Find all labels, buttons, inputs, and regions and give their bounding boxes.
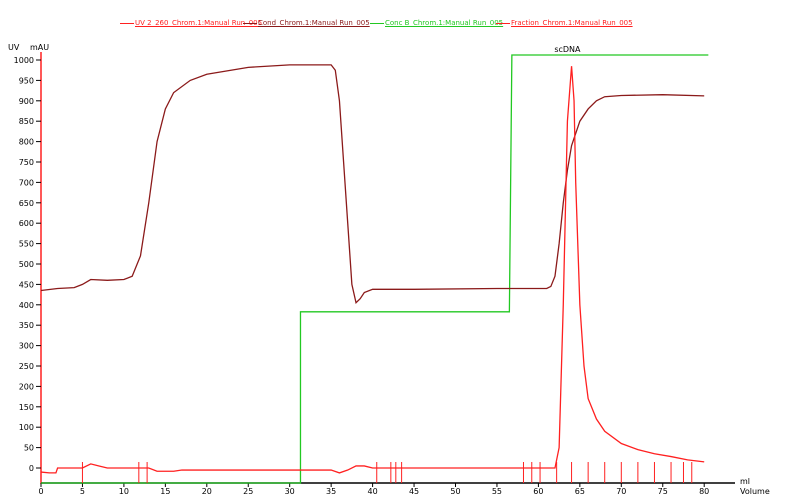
x-tick-label: 55 [492,487,502,496]
legend-fraction-label: Fraction_Chrom.1:Manual Run_005 [511,19,633,27]
y-tick-label: 400 [19,301,34,310]
x-tick-label: 5 [80,487,85,496]
y-tick-label: 900 [19,97,34,106]
x-tick-label: 0 [38,487,43,496]
x-tick-label: 10 [119,487,129,496]
y-axis-label: UV [8,43,20,52]
y-tick-label: 500 [19,260,34,269]
series-uv-line [40,66,705,474]
x-tick-label: 75 [658,487,668,496]
legend-fraction[interactable]: Fraction_Chrom.1:Manual Run_005 [496,19,633,27]
y-tick-label: 850 [19,117,34,126]
y-tick-label: 650 [19,199,34,208]
y-tick-label: 600 [19,219,34,228]
legend-cond[interactable]: Cond_Chrom.1:Manual Run_005 [243,19,370,27]
y-tick-label: 750 [19,158,34,167]
y-tick-label: 450 [19,280,34,289]
legend-cond-label: Cond_Chrom.1:Manual Run_005 [258,19,370,27]
y-tick-label: 0 [29,464,34,473]
y-tick-label: 700 [19,178,34,187]
x-tick-label: 70 [616,487,626,496]
legend-uv-label: UV 2_260_Chrom.1:Manual Run_005 [135,19,263,27]
x-tick-label: 30 [285,487,295,496]
x-tick-label: 25 [243,487,253,496]
x-tick-label: 80 [699,487,709,496]
y-tick-label: 100 [19,423,34,432]
x-axis-unit: ml [740,477,750,486]
x-tick-label: 15 [160,487,170,496]
x-tick-label: 60 [533,487,543,496]
y-tick-label: 800 [19,138,34,147]
y-tick-label: 250 [19,362,34,371]
x-tick-label: 35 [326,487,336,496]
x-tick-label: 65 [575,487,585,496]
x-tick-label: 45 [409,487,419,496]
x-axis-label: Volume [740,487,770,496]
x-tick-label: 40 [368,487,378,496]
legend-concb[interactable]: Conc B_Chrom.1:Manual Run_005 [370,19,503,27]
x-tick-label: 50 [450,487,460,496]
y-tick-label: 300 [19,342,34,351]
legend-uv[interactable]: UV 2_260_Chrom.1:Manual Run_005 [120,19,262,27]
series-cond-line [40,64,705,305]
x-tick-label: 20 [202,487,212,496]
y-tick-label: 950 [19,76,34,85]
y-tick-label: 150 [19,403,34,412]
annotation-scdna: scDNA [554,45,581,54]
legend-concb-label: Conc B_Chrom.1:Manual Run_005 [385,19,504,27]
y-tick-label: 50 [24,444,34,453]
y-tick-label: 1000 [14,56,34,65]
y-tick-label: 550 [19,240,34,249]
y-tick-label: 350 [19,321,34,330]
y-tick-label: 200 [19,382,34,391]
y-axis-unit: mAU [30,43,49,52]
series-concb-line [41,54,709,484]
